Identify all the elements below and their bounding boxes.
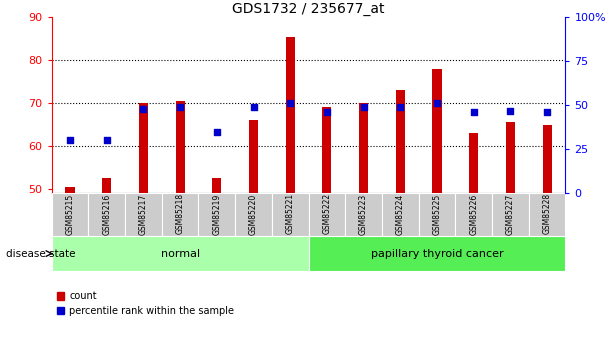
Point [469, 109, 478, 115]
Point [139, 106, 148, 111]
Bar [322, 107, 331, 193]
Bar [396, 90, 405, 193]
Bar [249, 120, 258, 193]
Bar [235, 193, 272, 236]
Bar [432, 69, 441, 193]
Point [505, 108, 515, 113]
Point [212, 129, 222, 135]
Text: GSM85218: GSM85218 [176, 193, 185, 235]
Point [249, 104, 258, 110]
Text: normal: normal [161, 249, 199, 258]
Bar [382, 193, 419, 236]
Bar [102, 178, 111, 193]
Bar [212, 178, 221, 193]
Legend: count, percentile rank within the sample: count, percentile rank within the sample [57, 291, 234, 316]
Bar [492, 193, 529, 236]
Point [359, 104, 368, 110]
Bar [198, 193, 235, 236]
Bar [308, 193, 345, 236]
Text: GSM85224: GSM85224 [396, 193, 405, 235]
Point [395, 104, 405, 110]
Point [322, 109, 332, 115]
Point [102, 138, 112, 143]
Bar [506, 122, 515, 193]
Bar [125, 193, 162, 236]
Text: GSM85222: GSM85222 [322, 193, 331, 235]
Point [542, 109, 552, 115]
Bar [345, 193, 382, 236]
Text: GSM85226: GSM85226 [469, 193, 478, 235]
Text: GSM85216: GSM85216 [102, 193, 111, 235]
Text: disease state: disease state [6, 249, 75, 258]
Bar [455, 193, 492, 236]
Bar [469, 133, 478, 193]
Point [175, 104, 185, 110]
Text: GSM85227: GSM85227 [506, 193, 515, 235]
Point [432, 101, 442, 106]
Bar [529, 193, 565, 236]
Point [65, 138, 75, 143]
Text: GSM85221: GSM85221 [286, 193, 295, 235]
Bar [52, 236, 308, 271]
Bar [272, 193, 308, 236]
Text: papillary thyroid cancer: papillary thyroid cancer [371, 249, 503, 258]
Bar [308, 236, 565, 271]
Bar [286, 37, 295, 193]
Bar [52, 193, 88, 236]
Text: GSM85223: GSM85223 [359, 193, 368, 235]
Text: GSM85217: GSM85217 [139, 193, 148, 235]
Text: GSM85228: GSM85228 [542, 193, 551, 235]
Text: GSM85215: GSM85215 [66, 193, 75, 235]
Bar [176, 101, 185, 193]
Title: GDS1732 / 235677_at: GDS1732 / 235677_at [232, 2, 385, 16]
Bar [66, 187, 75, 193]
Bar [162, 193, 198, 236]
Text: GSM85219: GSM85219 [212, 193, 221, 235]
Text: GSM85225: GSM85225 [432, 193, 441, 235]
Bar [542, 125, 551, 193]
Bar [419, 193, 455, 236]
Bar [139, 103, 148, 193]
Bar [359, 103, 368, 193]
Bar [88, 193, 125, 236]
Text: GSM85220: GSM85220 [249, 193, 258, 235]
Point [285, 101, 295, 106]
